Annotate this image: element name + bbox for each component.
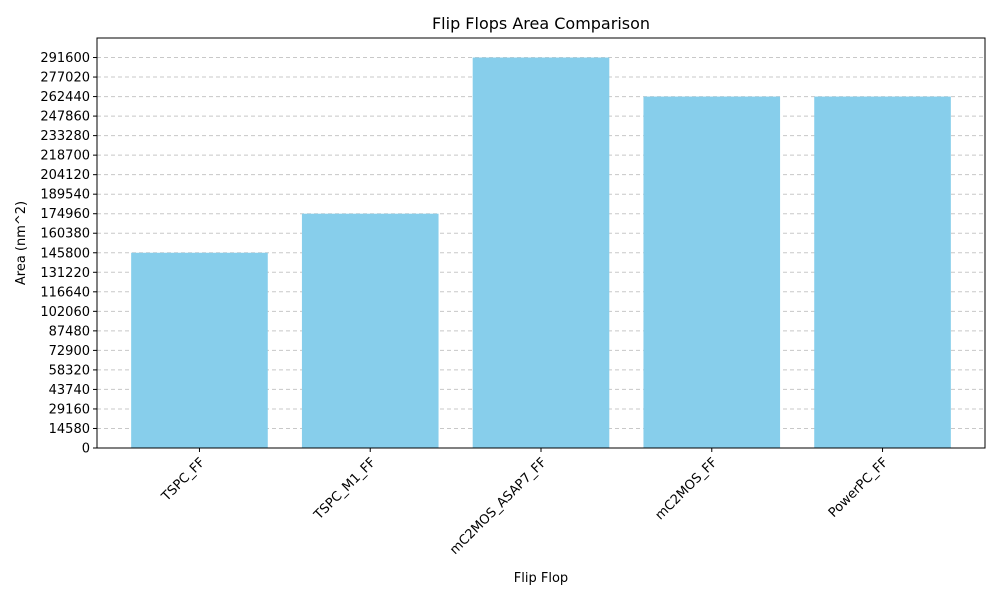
x-tick-label: TSPC_M1_FF (311, 455, 379, 523)
y-tick-label: 131220 (40, 266, 90, 281)
y-tick-label: 29160 (49, 402, 90, 417)
x-tick-label: mC2MOS_FF (653, 455, 721, 523)
y-tick-label: 14580 (49, 422, 90, 437)
x-tick-label: TSPC_FF (158, 455, 208, 505)
y-tick-label: 174960 (40, 207, 90, 222)
bar (131, 252, 268, 448)
y-tick-label: 218700 (40, 149, 90, 164)
bar (814, 96, 951, 449)
y-tick-label: 72900 (49, 344, 90, 359)
y-tick-label: 291600 (40, 51, 90, 66)
y-tick-label: 262440 (40, 90, 90, 105)
bar (643, 96, 781, 449)
y-tick-label: 87480 (49, 324, 90, 339)
y-tick-label: 116640 (40, 285, 90, 300)
x-axis-ticks: TSPC_FF TSPC_M1_FF mC2MOS_ASAP7_FF mC2MOS_F… (158, 448, 891, 558)
y-tick-label: 145800 (40, 246, 90, 261)
x-tick-label: mC2MOS_ASAP7_FF (447, 455, 550, 558)
x-axis-label: Flip Flop (514, 571, 568, 586)
y-tick-label: 58320 (49, 363, 90, 378)
y-tick-label: 247860 (40, 110, 90, 125)
y-tick-label: 204120 (40, 168, 90, 183)
bar (301, 213, 439, 448)
y-tick-label: 233280 (40, 129, 90, 144)
plot-frame (96, 37, 986, 449)
y-axis-label: Area (nm^2) (14, 201, 29, 285)
y-tick-label: 102060 (40, 305, 90, 320)
y-tick-label: 277020 (40, 71, 90, 86)
y-tick-label: 189540 (40, 188, 90, 203)
bars (131, 57, 951, 449)
bar (472, 57, 610, 449)
x-tick-label: PowerPC_FF (826, 455, 892, 521)
y-tick-label: 43740 (49, 383, 90, 398)
y-tick-label: 0 (82, 442, 90, 457)
chart-title: Flip Flops Area Comparison (432, 14, 650, 33)
y-tick-label: 160380 (40, 227, 90, 242)
y-axis-ticks: 0 14580 29160 43740 58320 72900 87480 102060 116… (40, 51, 97, 457)
